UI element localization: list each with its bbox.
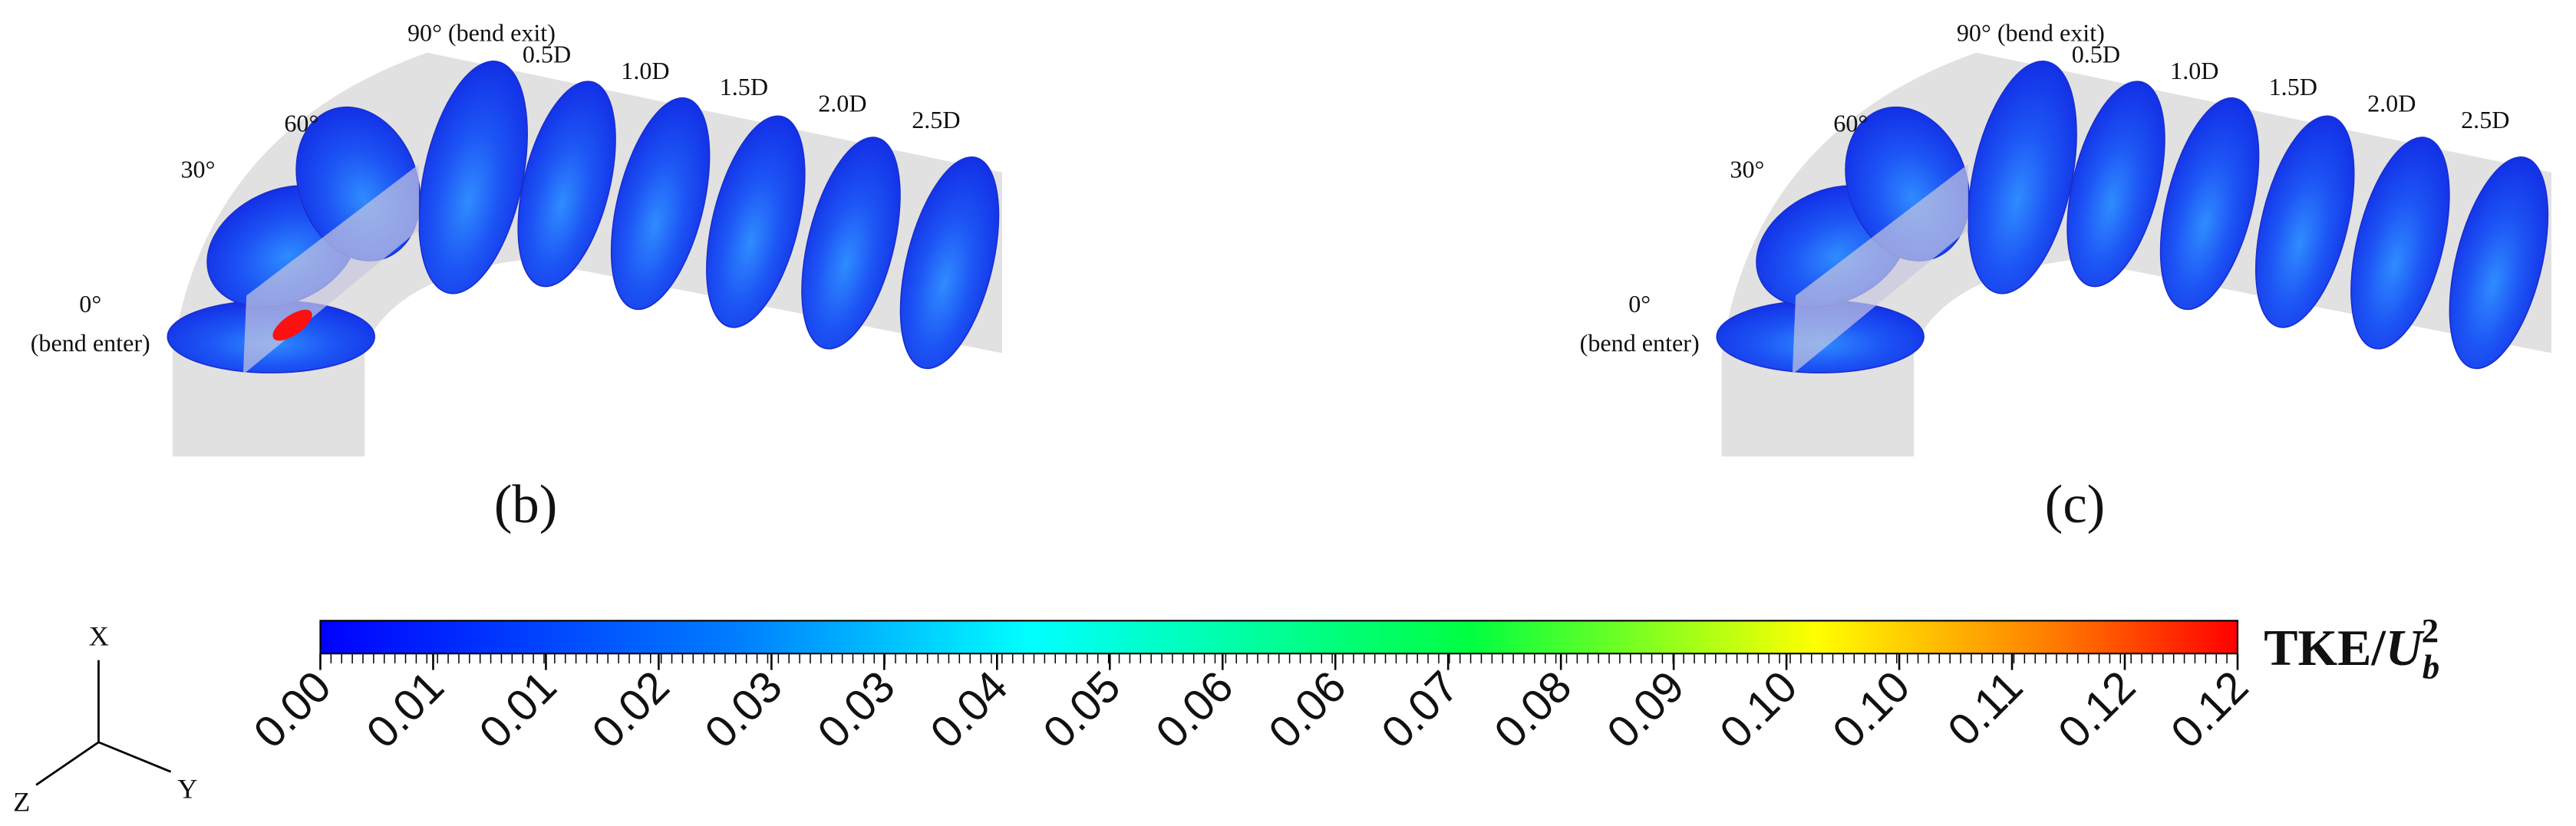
cross-section — [2159, 97, 2260, 311]
colorbar-tick-label: 0.06 — [1260, 662, 1356, 758]
station-label: 2.0D — [818, 90, 866, 117]
colorbar-tick-label: 0.03 — [809, 662, 905, 758]
cross-section — [610, 97, 711, 311]
station-label: 0.5D — [523, 40, 571, 67]
cross-section — [2066, 81, 2165, 288]
cross-section — [899, 156, 1000, 370]
colorbar-tick-label: 0.10 — [1824, 662, 1920, 758]
colorbar-tick-label: 0.09 — [1598, 662, 1694, 758]
station-label: 2.5D — [2461, 106, 2509, 133]
cross-section — [706, 115, 806, 328]
colorbar-tick-label: 0.07 — [1373, 662, 1469, 758]
station-label: 1.5D — [2269, 73, 2317, 100]
colorbar-tick-label: 0.08 — [1486, 662, 1582, 758]
symmetry-plane — [1792, 164, 1968, 375]
station-label: 2.5D — [912, 106, 960, 133]
station-label: 1.0D — [621, 57, 669, 84]
cross-section — [517, 81, 616, 288]
cross-section — [2449, 156, 2549, 370]
colorbar-tick-label: 0.01 — [470, 662, 566, 758]
axis-x: X — [89, 620, 109, 651]
panel-label: (c) — [2045, 475, 2105, 535]
station-label: 60° — [284, 109, 318, 137]
cross-section — [2350, 137, 2450, 350]
station-label: 2.0D — [2367, 90, 2416, 117]
high-tke-region — [272, 309, 312, 341]
colorbar-tick-label: 0.02 — [583, 662, 679, 758]
station-label: 0° — [79, 290, 101, 318]
colorbar-tick-label: 0.01 — [358, 662, 454, 758]
cross-section — [2254, 115, 2355, 328]
station-label: 1.5D — [720, 73, 768, 100]
cross-section — [418, 61, 528, 295]
colorbar-tick-label: 0.03 — [696, 662, 792, 758]
axis-y: Y — [177, 774, 197, 805]
panel-label: (b) — [494, 475, 557, 535]
station-label: 90° (bend exit) — [407, 19, 556, 47]
colorbar-title: TKE/Ub2 — [2264, 611, 2439, 686]
colorbar-tick-label: 0.10 — [1711, 662, 1807, 758]
panel: 0° (bend enter) 30° 60° 90° (bend exit)0.5D 1… — [31, 19, 1002, 457]
cross-section — [1967, 61, 2077, 295]
station-label: 90° (bend exit) — [1957, 19, 2105, 47]
colorbar-tick-label: 0.00 — [245, 662, 341, 758]
station-label: (bend enter) — [1580, 329, 1700, 357]
colorbar-tick-label: 0.06 — [1147, 662, 1243, 758]
colorbar-tick-label: 0.05 — [1034, 662, 1130, 758]
station-label: 0° — [1628, 290, 1651, 318]
station-label: 0.5D — [2072, 40, 2120, 67]
panel: 0° (bend enter) 30° 60° 90° (bend exit)0.5D 1… — [1580, 19, 2551, 457]
cross-section — [801, 137, 901, 350]
colorbar-tick-label: 0.12 — [2050, 662, 2146, 758]
station-label: 60° — [1833, 109, 1868, 137]
station-label: 30° — [181, 155, 216, 183]
axis-z: Z — [13, 787, 30, 818]
colorbar-tick-label: 0.04 — [922, 662, 1018, 758]
colorbar — [319, 620, 2239, 655]
colorbar-tick-label: 0.11 — [1939, 662, 2033, 755]
colorbar-tick-label: 0.12 — [2162, 662, 2258, 758]
axis-triad — [35, 660, 172, 786]
station-label: (bend enter) — [31, 329, 150, 357]
station-label: 30° — [1730, 155, 1764, 183]
station-label: 1.0D — [2170, 57, 2218, 84]
